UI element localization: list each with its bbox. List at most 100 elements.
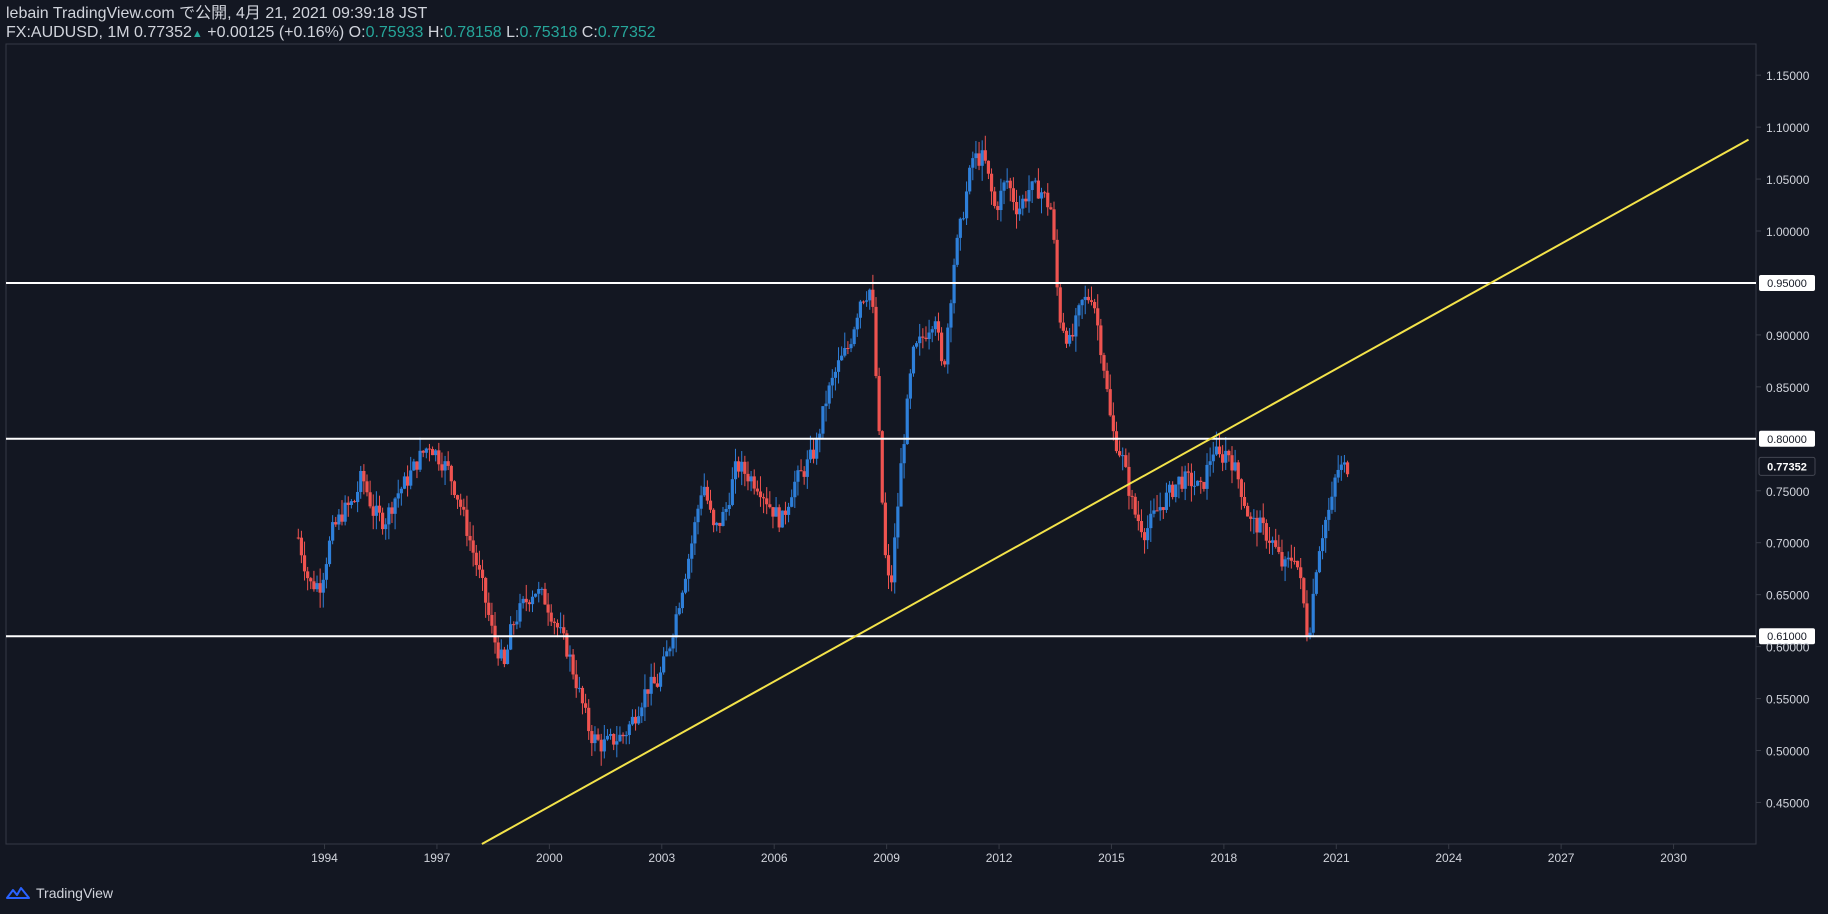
candle-body xyxy=(1192,485,1197,487)
candle-body xyxy=(577,687,581,689)
candle-body xyxy=(1280,552,1284,567)
candle-body xyxy=(1167,484,1172,493)
candle-body xyxy=(746,473,750,482)
candle-body xyxy=(302,555,307,572)
price-tick-label: 1.05000 xyxy=(1766,173,1810,187)
candle-body xyxy=(565,633,569,657)
candle-body xyxy=(849,344,853,349)
candle-body xyxy=(1130,495,1134,497)
candle-body xyxy=(446,461,450,466)
candle-body xyxy=(621,734,625,737)
candle-body xyxy=(658,672,663,687)
candle-body xyxy=(1033,180,1037,182)
up-arrow-icon: ▲ xyxy=(191,28,203,40)
trend-line[interactable] xyxy=(481,138,1749,845)
candle-body xyxy=(299,537,304,556)
candle-body xyxy=(708,500,713,510)
candle-body xyxy=(371,506,375,516)
candle-body xyxy=(805,459,809,477)
candle-body xyxy=(1077,305,1081,316)
candle-body xyxy=(1146,528,1150,541)
candle-body xyxy=(836,360,841,372)
last-price-badge xyxy=(1758,456,1816,476)
horizontal-line-price-badge xyxy=(1759,430,1815,447)
candle-body xyxy=(946,327,950,365)
candle-body xyxy=(405,476,410,486)
price-tick-label: 0.65000 xyxy=(1766,589,1810,603)
candle-body xyxy=(1136,514,1140,522)
candle-body xyxy=(668,648,672,652)
candle-body xyxy=(665,651,669,657)
low-label: L: xyxy=(506,24,520,41)
candle-body xyxy=(777,507,781,528)
candle-body xyxy=(687,558,691,579)
candle-body xyxy=(1295,560,1300,568)
candle-body xyxy=(1324,519,1328,539)
close-value: 0.77352 xyxy=(597,24,656,41)
last-price: 0.77352 xyxy=(134,24,192,41)
candle-body xyxy=(630,716,635,725)
candle-body xyxy=(524,598,528,603)
candle-body xyxy=(830,377,834,386)
brand-label[interactable]: TradingView xyxy=(36,885,114,901)
high-label: H: xyxy=(427,24,444,41)
horizontal-lines-group: 0.95000 0.80000 0.61000 0.77352 xyxy=(6,274,1816,645)
price-axis[interactable]: 0.45000 0.50000 0.55000 0.60000 0.65000 0.700… xyxy=(1756,69,1810,810)
candle-body xyxy=(1142,532,1147,541)
candle-body xyxy=(1039,192,1044,199)
candle-body xyxy=(1311,593,1315,633)
candle-body xyxy=(1305,603,1309,637)
candle-body xyxy=(1043,192,1047,194)
candle-body xyxy=(562,627,566,634)
candle-body xyxy=(743,461,747,474)
time-tick-label: 2012 xyxy=(986,851,1013,865)
candle-body xyxy=(1270,540,1275,543)
candle-body xyxy=(430,449,435,456)
candle-body xyxy=(1224,450,1228,463)
candle-body xyxy=(1205,464,1209,489)
candle-body xyxy=(440,464,444,471)
symbol-label[interactable]: FX:AUDUSD, 1M xyxy=(6,24,130,41)
candle-body xyxy=(434,450,438,456)
candle-body xyxy=(930,329,934,333)
footer: TradingView xyxy=(6,885,113,901)
candle-body xyxy=(465,509,469,536)
candle-body xyxy=(943,361,947,365)
candle-body xyxy=(1005,180,1009,183)
candle-body xyxy=(649,676,653,694)
candle-body xyxy=(1186,471,1190,473)
candle-body xyxy=(971,158,975,168)
candle-body xyxy=(602,739,606,752)
ohlc-legend: FX:AUDUSD, 1M 0.77352▲ +0.00125 (+0.16%)… xyxy=(6,23,656,44)
time-axis[interactable]: 1994 1997 2000 2003 2006 2009 2012 2015 2018 2021… xyxy=(311,844,1687,865)
candle-body xyxy=(1052,209,1056,240)
candle-body xyxy=(540,588,544,590)
candle-body xyxy=(1030,181,1034,191)
candle-body xyxy=(968,167,972,192)
candle-body xyxy=(1180,476,1184,489)
candle-body xyxy=(874,306,878,377)
candle-body xyxy=(712,509,716,526)
time-tick-label: 2027 xyxy=(1548,851,1575,865)
candle-body xyxy=(1214,446,1218,455)
candle-body xyxy=(637,716,641,724)
time-tick-label: 2021 xyxy=(1323,851,1350,865)
candle-body xyxy=(1158,507,1162,511)
candle-body xyxy=(1261,517,1265,524)
price-tick-label: 0.90000 xyxy=(1766,329,1810,343)
candle-body xyxy=(346,502,350,505)
candle-body xyxy=(596,734,600,740)
candle-body xyxy=(914,343,919,347)
candle-body xyxy=(393,498,397,514)
candle-body xyxy=(1314,572,1318,594)
candle-body xyxy=(1320,538,1325,552)
candle-body xyxy=(674,614,678,638)
candle-body xyxy=(412,461,416,471)
candle-body xyxy=(961,218,966,220)
candle-body xyxy=(921,336,925,338)
candle-body xyxy=(802,471,806,477)
candle-body xyxy=(655,683,660,687)
candle-body xyxy=(1189,472,1194,487)
